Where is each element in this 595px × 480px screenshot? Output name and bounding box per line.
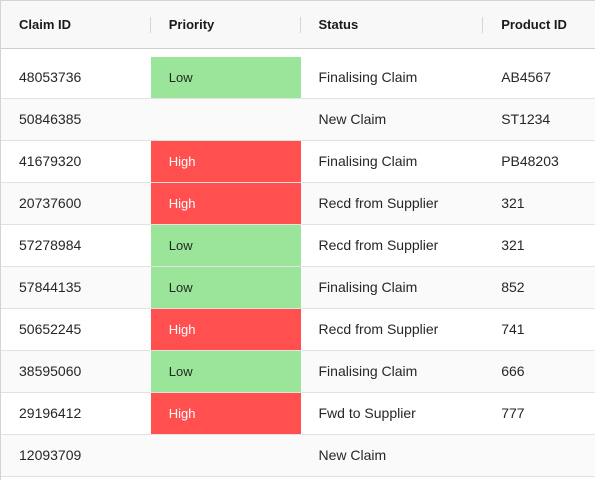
claim-id-cell[interactable]: 20737600 — [19, 195, 82, 211]
grid-body: 48053736 Low Finalising Claim AB4567 5084638… — [1, 57, 595, 477]
priority-cell[interactable]: High — [150, 393, 301, 434]
product-id-cell[interactable]: ST1234 — [501, 111, 551, 127]
status-cell[interactable]: Finalising Claim — [318, 279, 418, 295]
product-id-cell[interactable]: 321 — [501, 237, 525, 253]
claim-id-cell[interactable]: 48053736 — [19, 69, 82, 85]
table-row[interactable]: 38595060 Low Finalising Claim 666 — [1, 351, 595, 393]
priority-cell[interactable]: High — [150, 183, 301, 224]
priority-cell[interactable]: Low — [150, 225, 301, 266]
table-row[interactable]: 50652245 High Recd from Supplier 741 — [1, 309, 595, 351]
product-id-cell[interactable]: PB48203 — [501, 153, 559, 169]
claim-id-cell[interactable]: 57278984 — [19, 237, 82, 253]
priority-cell[interactable]: High — [150, 309, 301, 350]
table-row[interactable]: 20737600 High Recd from Supplier 321 — [1, 183, 595, 225]
table-row[interactable]: 57278984 Low Recd from Supplier 321 — [1, 225, 595, 267]
status-cell[interactable]: Recd from Supplier — [318, 321, 439, 337]
claim-id-cell[interactable]: 12093709 — [19, 447, 82, 463]
priority-cell[interactable] — [151, 435, 301, 476]
priority-cell[interactable]: High — [150, 141, 301, 182]
table-row[interactable]: 57844135 Low Finalising Claim 852 — [1, 267, 595, 309]
priority-cell[interactable]: Low — [150, 57, 301, 98]
grid-body-top-spacer — [1, 49, 595, 57]
priority-cell[interactable] — [151, 99, 301, 140]
status-cell[interactable]: Recd from Supplier — [318, 237, 439, 253]
grid-header: Claim ID Priority Status Product ID — [1, 1, 595, 49]
column-header-status[interactable]: Status — [301, 1, 484, 48]
product-id-cell[interactable]: 852 — [501, 279, 525, 295]
claim-id-cell[interactable]: 50846385 — [19, 111, 82, 127]
product-id-cell[interactable]: AB4567 — [501, 69, 552, 85]
product-id-cell[interactable]: 777 — [501, 405, 525, 421]
priority-cell[interactable]: Low — [150, 351, 301, 392]
table-row[interactable]: 12093709 New Claim — [1, 435, 595, 477]
claim-id-cell[interactable]: 41679320 — [19, 153, 82, 169]
claim-id-cell[interactable]: 50652245 — [19, 321, 82, 337]
claim-id-cell[interactable]: 38595060 — [19, 363, 82, 379]
table-row[interactable]: 41679320 High Finalising Claim PB48203 — [1, 141, 595, 183]
priority-cell[interactable]: Low — [150, 267, 301, 308]
product-id-cell[interactable] — [483, 435, 595, 476]
claim-id-cell[interactable]: 29196412 — [19, 405, 82, 421]
column-header-priority[interactable]: Priority — [151, 1, 301, 48]
table-row[interactable]: 29196412 High Fwd to Supplier 777 — [1, 393, 595, 435]
product-id-cell[interactable]: 741 — [501, 321, 525, 337]
status-cell[interactable]: New Claim — [318, 111, 387, 127]
status-cell[interactable]: Finalising Claim — [318, 153, 418, 169]
status-cell[interactable]: Recd from Supplier — [318, 195, 439, 211]
status-cell[interactable]: Finalising Claim — [318, 363, 418, 379]
table-row[interactable]: 50846385 New Claim ST1234 — [1, 99, 595, 141]
status-cell[interactable]: New Claim — [318, 447, 387, 463]
product-id-cell[interactable]: 321 — [501, 195, 525, 211]
table-row[interactable]: 48053736 Low Finalising Claim AB4567 — [1, 57, 595, 99]
product-id-cell[interactable]: 666 — [501, 363, 525, 379]
claim-id-cell[interactable]: 57844135 — [19, 279, 82, 295]
status-cell[interactable]: Fwd to Supplier — [318, 405, 416, 421]
status-cell[interactable]: Finalising Claim — [318, 69, 418, 85]
column-header-claim-id[interactable]: Claim ID — [1, 1, 151, 48]
column-header-product-id[interactable]: Product ID — [501, 17, 567, 32]
